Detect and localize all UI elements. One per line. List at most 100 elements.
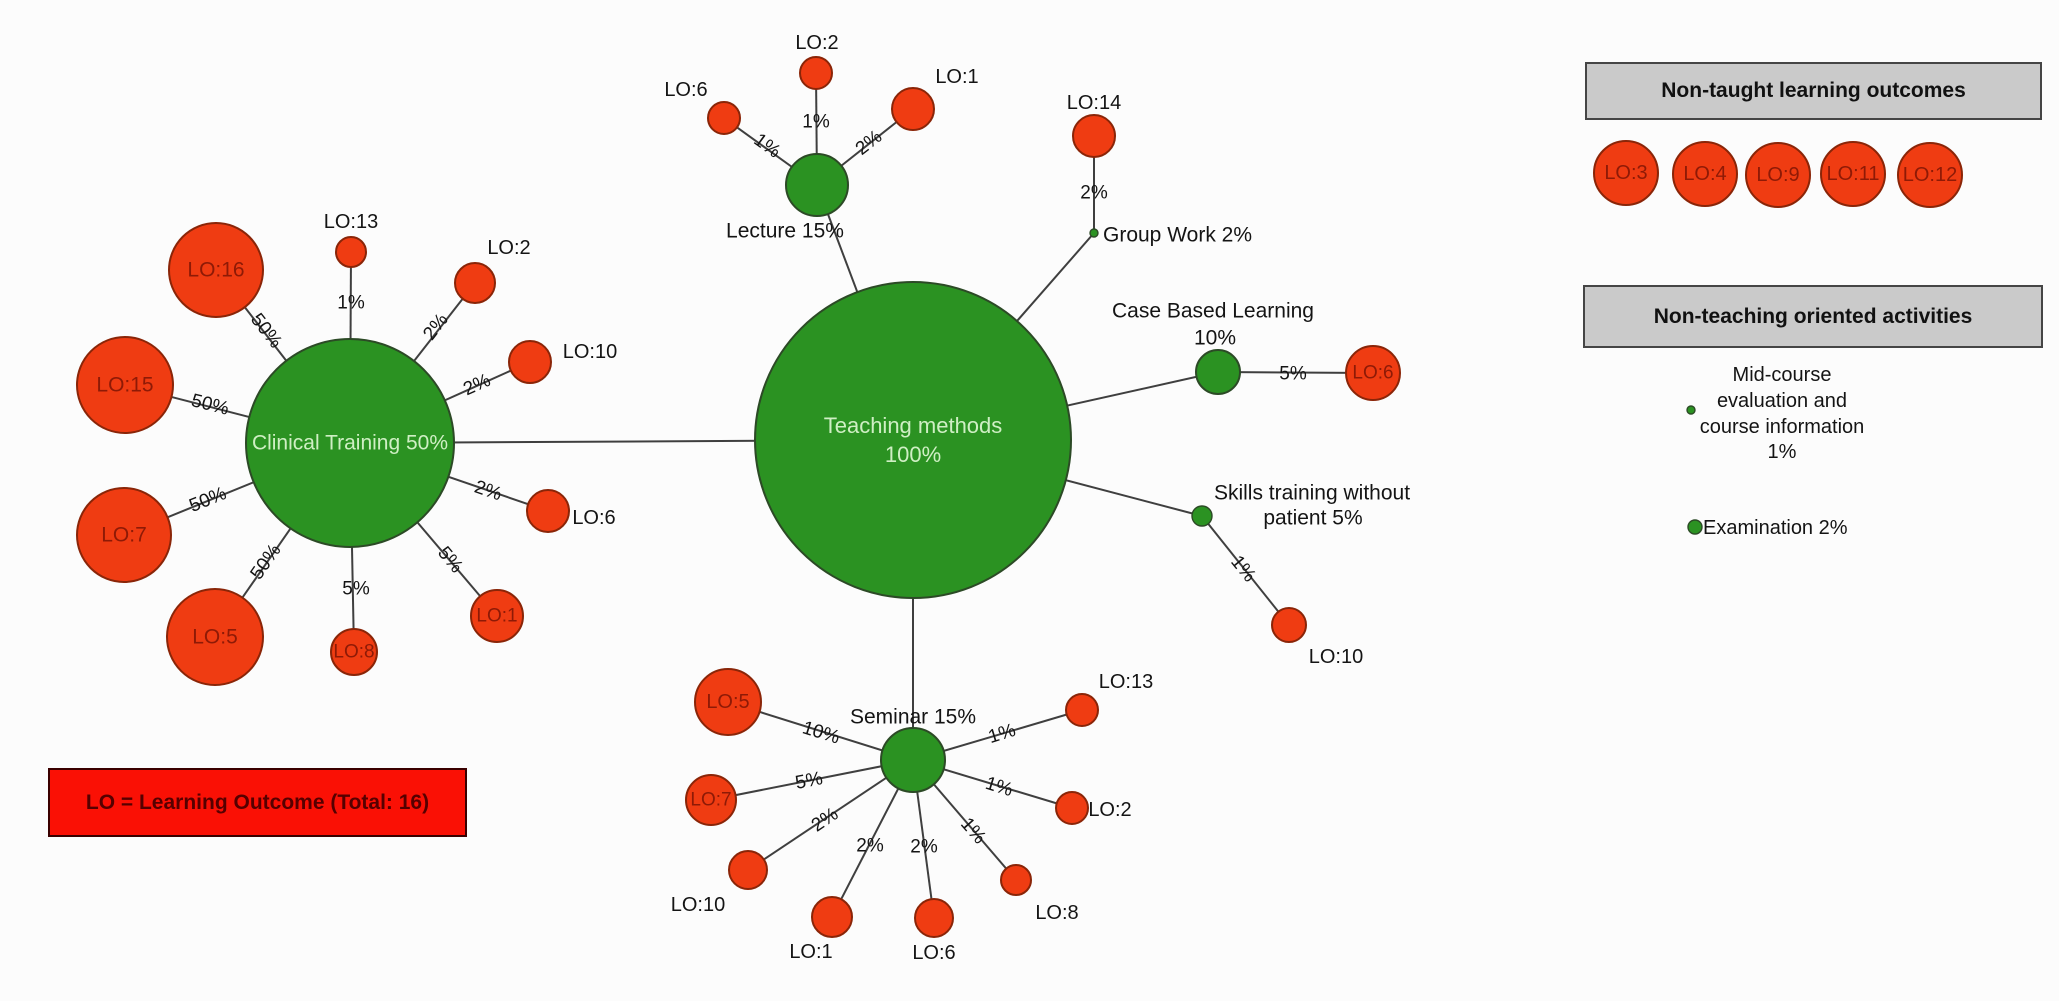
node-c5 [166,588,264,686]
midcourse-line2: evaluation and [1717,390,1847,412]
non-taught-panel-title: Non-taught learning outcomes [1661,79,1966,102]
node-exam-dot [1687,519,1703,535]
node-s8 [1000,864,1032,896]
node-p4 [1672,141,1738,207]
node-l1 [891,87,935,131]
node-label-c1: LO:1 [476,606,517,627]
groupwork-cluster-label: Group Work 2% [1103,224,1252,247]
edge-label-seminar-s10: 2% [808,804,843,837]
node-label-p4: LO:4 [1683,163,1726,185]
edge-label-seminar-s2: 1% [983,773,1016,801]
node-seminar [880,727,946,793]
node-p9 [1745,142,1811,208]
node-k10 [1271,607,1307,643]
node-l6 [707,101,741,135]
seminar-lo6-label: LO:6 [912,942,955,964]
non-taught-panel-header: Non-taught learning outcomes [1585,62,2042,120]
cbl-cluster-label-line2: 10% [1194,327,1236,350]
seminar-lo10-label: LO:10 [671,894,725,916]
edge-skills-dot-k10 [1201,515,1290,626]
node-l2 [799,56,833,90]
edge-label-clinical-c7: 50% [186,483,229,517]
seminar-lo2-label: LO:2 [1088,799,1131,821]
node-mid-dot [1686,405,1696,415]
non-teaching-panel-header: Non-teaching oriented activities [1583,285,2043,348]
node-label-c8: LO:8 [333,642,374,663]
edge-label-seminar-s6: 2% [910,837,938,858]
clinical-lo2-label: LO:2 [487,237,530,259]
node-label-c5: LO:5 [192,626,238,649]
node-l14 [1072,114,1116,158]
node-label-c7: LO:7 [101,524,147,547]
node-label-teaching: 100% [885,442,941,467]
node-c1 [470,589,524,643]
lecture-lo2-label: LO:2 [795,32,838,54]
node-teaching [754,281,1072,599]
node-c8 [330,628,378,676]
node-label-p9: LO:9 [1756,164,1799,186]
node-c13 [335,236,367,268]
clinical-lo13-label: LO:13 [324,211,378,233]
cbl-cluster-label-line1: Case Based Learning [1112,300,1314,323]
midcourse-line1: Mid-course [1733,364,1832,386]
node-c6 [526,489,570,533]
lo-legend: LO = Learning Outcome (Total: 16) [48,768,467,837]
clinical-lo10-label: LO:10 [563,341,617,363]
node-label-p12: LO:12 [1903,164,1957,186]
edge-seminar-s7 [710,759,914,801]
skills-lo10-label: LO:10 [1309,646,1363,668]
edge-label-seminar-s7: 5% [794,768,825,794]
seminar-cluster-label: Seminar 15% [850,706,976,729]
node-clinical [245,338,455,548]
edge-label-clinical-c8: 5% [342,579,370,600]
edge-label-lecture-l1: 2% [852,126,887,160]
node-gw-dot [1089,228,1099,238]
node-lecture [785,153,849,217]
examination-label: Examination 2% [1703,517,1848,539]
node-s6 [914,898,954,938]
node-label-teaching: Teaching methods [824,413,1003,438]
edge-label-gw-dot-l14: 2% [1080,183,1108,204]
edge-label-clinical-c5: 50% [246,540,285,583]
node-p12 [1897,142,1963,208]
lo14-label: LO:14 [1067,92,1121,114]
edge-label-seminar-s1: 2% [856,836,884,857]
node-s1 [811,896,853,938]
edge-label-seminar-s5: 10% [800,717,843,748]
node-s5 [694,668,762,736]
node-label-p3: LO:3 [1604,162,1647,184]
node-c16 [168,222,264,318]
clinical-lo6-label: LO:6 [572,507,615,529]
node-s7 [685,774,737,826]
node-b6 [1345,345,1401,401]
node-label-s5: LO:5 [706,691,749,713]
seminar-lo1-label: LO:1 [789,941,832,963]
edge-label-cbl-b6: 5% [1279,364,1307,385]
edge-label-clinical-c13: 1% [337,293,365,314]
midcourse-line4: 1% [1768,441,1797,463]
midcourse-line3: course information [1700,416,1865,438]
seminar-lo8-label: LO:8 [1035,902,1078,924]
edge-label-seminar-s13: 1% [986,720,1019,748]
edge-label-lecture-l2: 1% [802,112,830,133]
node-label-p11: LO:11 [1827,163,1880,185]
edge-label-clinical-c15: 50% [189,390,231,420]
edge-label-clinical-c2: 2% [419,310,453,345]
node-c15 [76,336,174,434]
node-label-b6: LO:6 [1352,363,1393,384]
skills-cluster-label-line2: patient 5% [1263,507,1362,530]
node-c2 [454,262,496,304]
node-label-s7: LO:7 [690,790,731,811]
node-skills-dot [1191,505,1213,527]
node-cbl [1195,349,1241,395]
node-s13 [1065,693,1099,727]
node-label-c16: LO:16 [187,259,244,282]
node-c10 [508,340,552,384]
edge-label-clinical-c10: 2% [460,370,494,400]
lecture-cluster-label: Lecture 15% [726,220,844,243]
skills-cluster-label-line1: Skills training without [1214,482,1410,505]
seminar-lo13-label: LO:13 [1099,671,1153,693]
lo-legend-text: LO = Learning Outcome (Total: 16) [85,790,430,814]
node-c7 [76,487,172,583]
